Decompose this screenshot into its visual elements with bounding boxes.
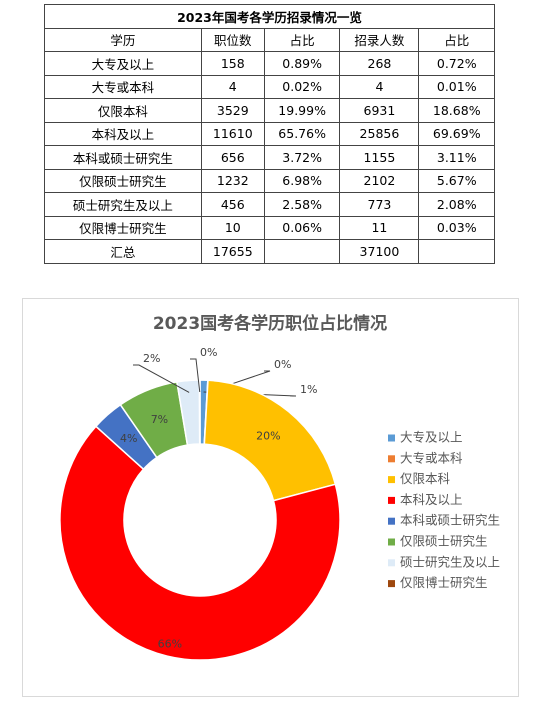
table-cell: 2023年国考各学历招录情况一览 <box>44 4 495 29</box>
table-cell: 69.69% <box>418 121 495 146</box>
table-row: 大专或本科 4 0.02% 4 0.01% <box>44 74 495 99</box>
table-row: 硕士研究生及以上 456 2.58% 773 2.08% <box>44 192 495 217</box>
table-cell: 仅限硕士研究生 <box>44 168 202 193</box>
table-cell: 4 <box>200 74 265 99</box>
legend-swatch <box>388 559 395 567</box>
table-cell: 4 <box>339 74 420 99</box>
table-row: 大专及以上 158 0.89% 268 0.72% <box>44 51 495 76</box>
table-cell: 0.06% <box>263 215 341 240</box>
legend-swatch <box>388 517 395 525</box>
table-cell: 6931 <box>339 98 420 123</box>
table-cell: 773 <box>339 192 420 217</box>
table-cell: 3.11% <box>418 145 495 170</box>
table-cell: 占比 <box>418 27 495 52</box>
table-cell: 11610 <box>200 121 265 146</box>
table-cell: 2.58% <box>263 192 341 217</box>
legend-swatch <box>388 496 395 504</box>
table-cell: 学历 <box>44 27 202 52</box>
legend-label: 仅限博士研究生 <box>400 575 488 590</box>
table-cell: 158 <box>200 51 265 76</box>
table-row: 仅限博士研究生 10 0.06% 11 0.03% <box>44 215 495 240</box>
table-cell: 37100 <box>339 239 420 264</box>
table-cell: 6.98% <box>263 168 341 193</box>
table-cell: 0.02% <box>263 74 341 99</box>
table-cell: 占比 <box>263 27 341 52</box>
data-label: 0% <box>274 358 291 371</box>
table-cell: 大专及以上 <box>44 51 202 76</box>
table-cell: 1155 <box>339 145 420 170</box>
legend-label: 大专及以上 <box>400 430 463 445</box>
data-label: 66% <box>158 637 182 650</box>
leader-line <box>190 358 201 393</box>
table-cell: 2.08% <box>418 192 495 217</box>
data-label: 0% <box>200 346 217 359</box>
data-label: 7% <box>151 413 168 426</box>
table-cell: 656 <box>200 145 265 170</box>
table-row: 仅限硕士研究生 1232 6.98% 2102 5.67% <box>44 168 495 193</box>
table-cell: 1232 <box>200 168 265 193</box>
chart: 2023国考各学历职位占比情况 1% 0% 20% 66% 4% 7% 2% 0% 大专及以上大… <box>22 298 519 697</box>
table-cell: 3529 <box>200 98 265 123</box>
table-cell: 3.72% <box>263 145 341 170</box>
table-row: 2023年国考各学历招录情况一览 <box>44 4 495 29</box>
legend-label: 仅限硕士研究生 <box>400 534 488 549</box>
table-cell: 汇总 <box>44 239 202 264</box>
table-row: 汇总 17655 37100 <box>44 239 495 264</box>
table-cell: 19.99% <box>263 98 341 123</box>
table-row: 本科及以上 11610 65.76% 25856 69.69% <box>44 121 495 146</box>
legend-swatch <box>388 538 395 546</box>
table-cell: 11 <box>339 215 420 240</box>
table-cell: 大专或本科 <box>44 74 202 99</box>
data-label: 1% <box>300 383 317 396</box>
table-cell: 本科或硕士研究生 <box>44 145 202 170</box>
legend-swatch <box>388 434 395 442</box>
leader-line <box>133 364 190 393</box>
table-cell: 职位数 <box>200 27 265 52</box>
table-cell: 65.76% <box>263 121 341 146</box>
table-row: 仅限本科 3529 19.99% 6931 18.68% <box>44 98 495 123</box>
legend-label: 本科及以上 <box>400 492 463 507</box>
table-cell: 5.67% <box>418 168 495 193</box>
table-cell: 硕士研究生及以上 <box>44 192 202 217</box>
chart-title: 2023国考各学历职位占比情况 <box>153 313 387 334</box>
table-cell: 0.72% <box>418 51 495 76</box>
legend-swatch <box>388 455 395 463</box>
table-cell: 17655 <box>200 239 265 264</box>
donut-slice <box>59 425 341 661</box>
table-row: 学历 职位数 占比 招录人数 占比 <box>44 27 495 52</box>
data-label: 2% <box>143 352 160 365</box>
table-cell: 招录人数 <box>339 27 420 52</box>
data-label: 4% <box>120 432 137 445</box>
legend-label: 仅限本科 <box>400 471 451 486</box>
table-cell: 268 <box>339 51 420 76</box>
table-cell: 25856 <box>339 121 420 146</box>
table-cell <box>263 239 341 264</box>
data-table: 2023年国考各学历招录情况一览 学历 职位数 占比 招录人数 占比 大专及以上 158 0.8… <box>44 4 495 264</box>
legend-label: 本科或硕士研究生 <box>400 513 500 528</box>
table-cell: 18.68% <box>418 98 495 123</box>
table-cell: 2102 <box>339 168 420 193</box>
table-cell: 0.89% <box>263 51 341 76</box>
table-row: 本科或硕士研究生 656 3.72% 1155 3.11% <box>44 145 495 170</box>
donut-slice <box>198 379 201 445</box>
table-cell: 456 <box>200 192 265 217</box>
table-cell: 仅限本科 <box>44 98 202 123</box>
table-cell: 0.01% <box>418 74 495 99</box>
table-cell: 10 <box>200 215 265 240</box>
table-cell: 本科及以上 <box>44 121 202 146</box>
table-cell <box>418 239 495 264</box>
legend-swatch <box>388 580 395 588</box>
legend-label: 大专或本科 <box>400 450 463 465</box>
legend-swatch <box>388 476 395 484</box>
legend-label: 硕士研究生及以上 <box>400 554 500 569</box>
table-cell: 0.03% <box>418 215 495 240</box>
data-label: 20% <box>256 429 280 442</box>
table-cell: 仅限博士研究生 <box>44 215 202 240</box>
